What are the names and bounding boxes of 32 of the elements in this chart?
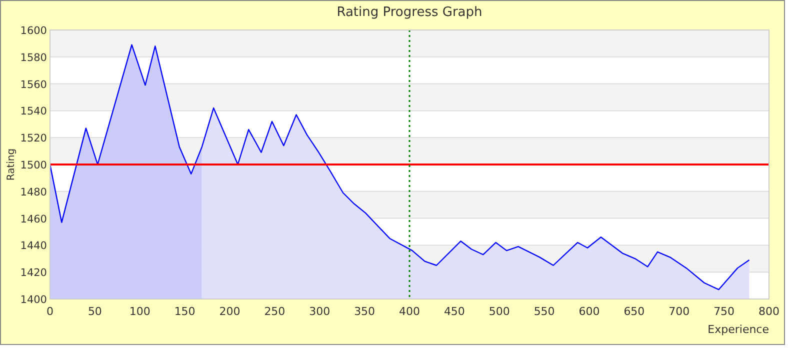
y-tick-label: 1540 bbox=[20, 106, 47, 118]
y-tick-label: 1500 bbox=[20, 160, 47, 172]
x-tick-label: 800 bbox=[758, 305, 780, 318]
y-tick-label: 1460 bbox=[20, 213, 47, 226]
x-tick-label: 100 bbox=[129, 305, 150, 318]
line-series bbox=[49, 44, 750, 290]
x-tick-label: 450 bbox=[444, 305, 465, 318]
x-tick-label: 500 bbox=[488, 305, 510, 318]
x-tick-label: 400 bbox=[399, 305, 420, 318]
x-tick-label: 600 bbox=[578, 305, 600, 318]
x-tick-label: 300 bbox=[309, 305, 330, 318]
x-tick-label: 550 bbox=[534, 305, 555, 318]
x-tick-label: 250 bbox=[264, 305, 286, 318]
x-tick-label: 350 bbox=[354, 305, 376, 318]
y-tick-label: 1400 bbox=[20, 294, 47, 306]
y-tick-label: 1520 bbox=[20, 132, 47, 145]
y-tick-label: 1560 bbox=[20, 78, 47, 91]
y-tick-label: 1580 bbox=[20, 52, 47, 64]
x-tick-label: 750 bbox=[714, 305, 735, 318]
x-tick-label: 150 bbox=[174, 305, 196, 318]
x-tick-label: 0 bbox=[46, 305, 54, 318]
x-axis-title: Experience bbox=[708, 323, 770, 336]
y-tick-label: 1480 bbox=[20, 186, 47, 198]
x-tick-label: 700 bbox=[668, 305, 690, 318]
y-tick-label: 1600 bbox=[20, 25, 47, 37]
chart-title: Rating Progress Graph bbox=[336, 5, 482, 20]
y-tick-label: 1440 bbox=[20, 240, 47, 252]
x-tick-label: 650 bbox=[624, 305, 645, 318]
x-tick-label: 50 bbox=[88, 305, 102, 318]
y-axis-title: Rating bbox=[6, 148, 17, 181]
y-tick-label: 1420 bbox=[20, 267, 47, 280]
x-tick-label: 200 bbox=[219, 305, 240, 318]
